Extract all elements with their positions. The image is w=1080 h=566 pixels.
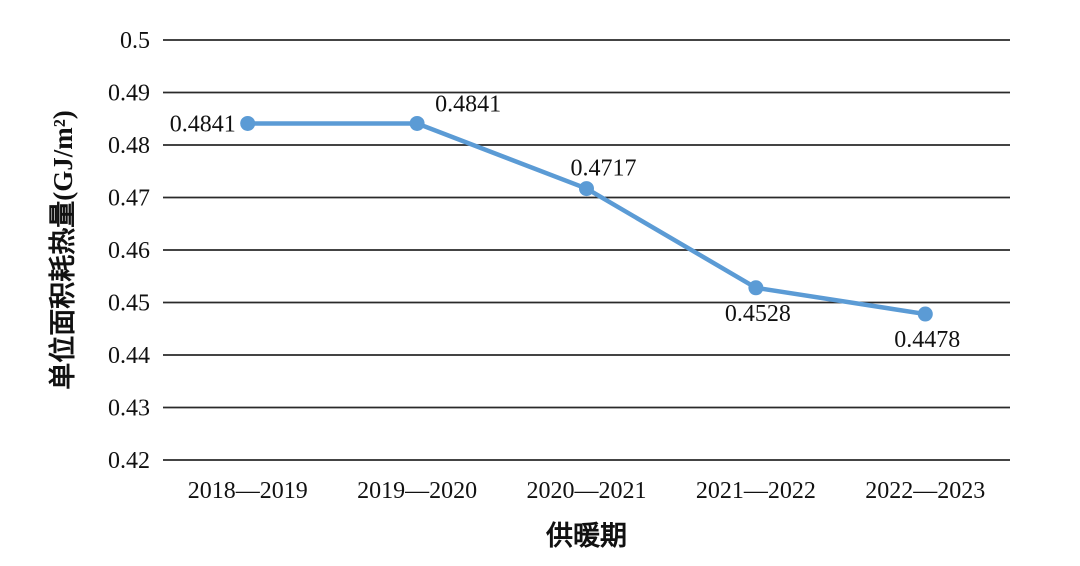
x-tick-label: 2018—2019 — [188, 478, 308, 504]
y-tick-label: 0.42 — [108, 448, 150, 474]
data-point-label: 0.4717 — [571, 156, 637, 182]
y-tick-label: 0.46 — [108, 238, 150, 264]
x-axis-title: 供暖期 — [545, 521, 627, 551]
data-point-marker — [748, 280, 764, 296]
y-tick-label: 0.5 — [120, 28, 150, 54]
y-axis-title: 单位面积耗热量(GJ/m²) — [47, 110, 78, 390]
data-point-markers — [240, 115, 933, 322]
data-point-marker — [917, 306, 933, 322]
data-point-marker — [409, 115, 425, 131]
y-tick-label: 0.49 — [108, 81, 150, 107]
data-point-label: 0.4841 — [170, 111, 236, 137]
x-tick-label: 2020—2021 — [527, 478, 647, 504]
data-series-line — [245, 121, 928, 317]
data-point-label: 0.4528 — [725, 301, 791, 327]
data-point-marker — [240, 115, 256, 131]
data-point-labels: 0.4841 0.4841 0.4717 0.4528 0.4478 — [170, 91, 961, 353]
y-tick-label: 0.48 — [108, 133, 150, 159]
y-tick-label: 0.45 — [108, 291, 150, 317]
x-tick-label: 2021—2022 — [696, 478, 816, 504]
y-tick-label: 0.43 — [108, 396, 150, 422]
data-point-label: 0.4478 — [894, 327, 960, 353]
data-point-marker — [579, 181, 594, 197]
data-point-label: 0.4841 — [435, 91, 501, 117]
x-axis-tick-labels: 2018—2019 2019—2020 2020—2021 2021—2022 2022… — [188, 478, 986, 504]
x-tick-label: 2022—2023 — [865, 478, 985, 504]
y-tick-label: 0.47 — [108, 186, 150, 212]
y-axis-tick-labels: 0.5 0.49 0.48 0.47 0.46 0.45 0.44 0.43 0.42 — [108, 28, 150, 474]
gridlines-group — [163, 39, 1010, 461]
series-polyline — [245, 121, 928, 317]
y-tick-label: 0.44 — [108, 343, 150, 369]
x-tick-label: 2019—2020 — [357, 478, 477, 504]
